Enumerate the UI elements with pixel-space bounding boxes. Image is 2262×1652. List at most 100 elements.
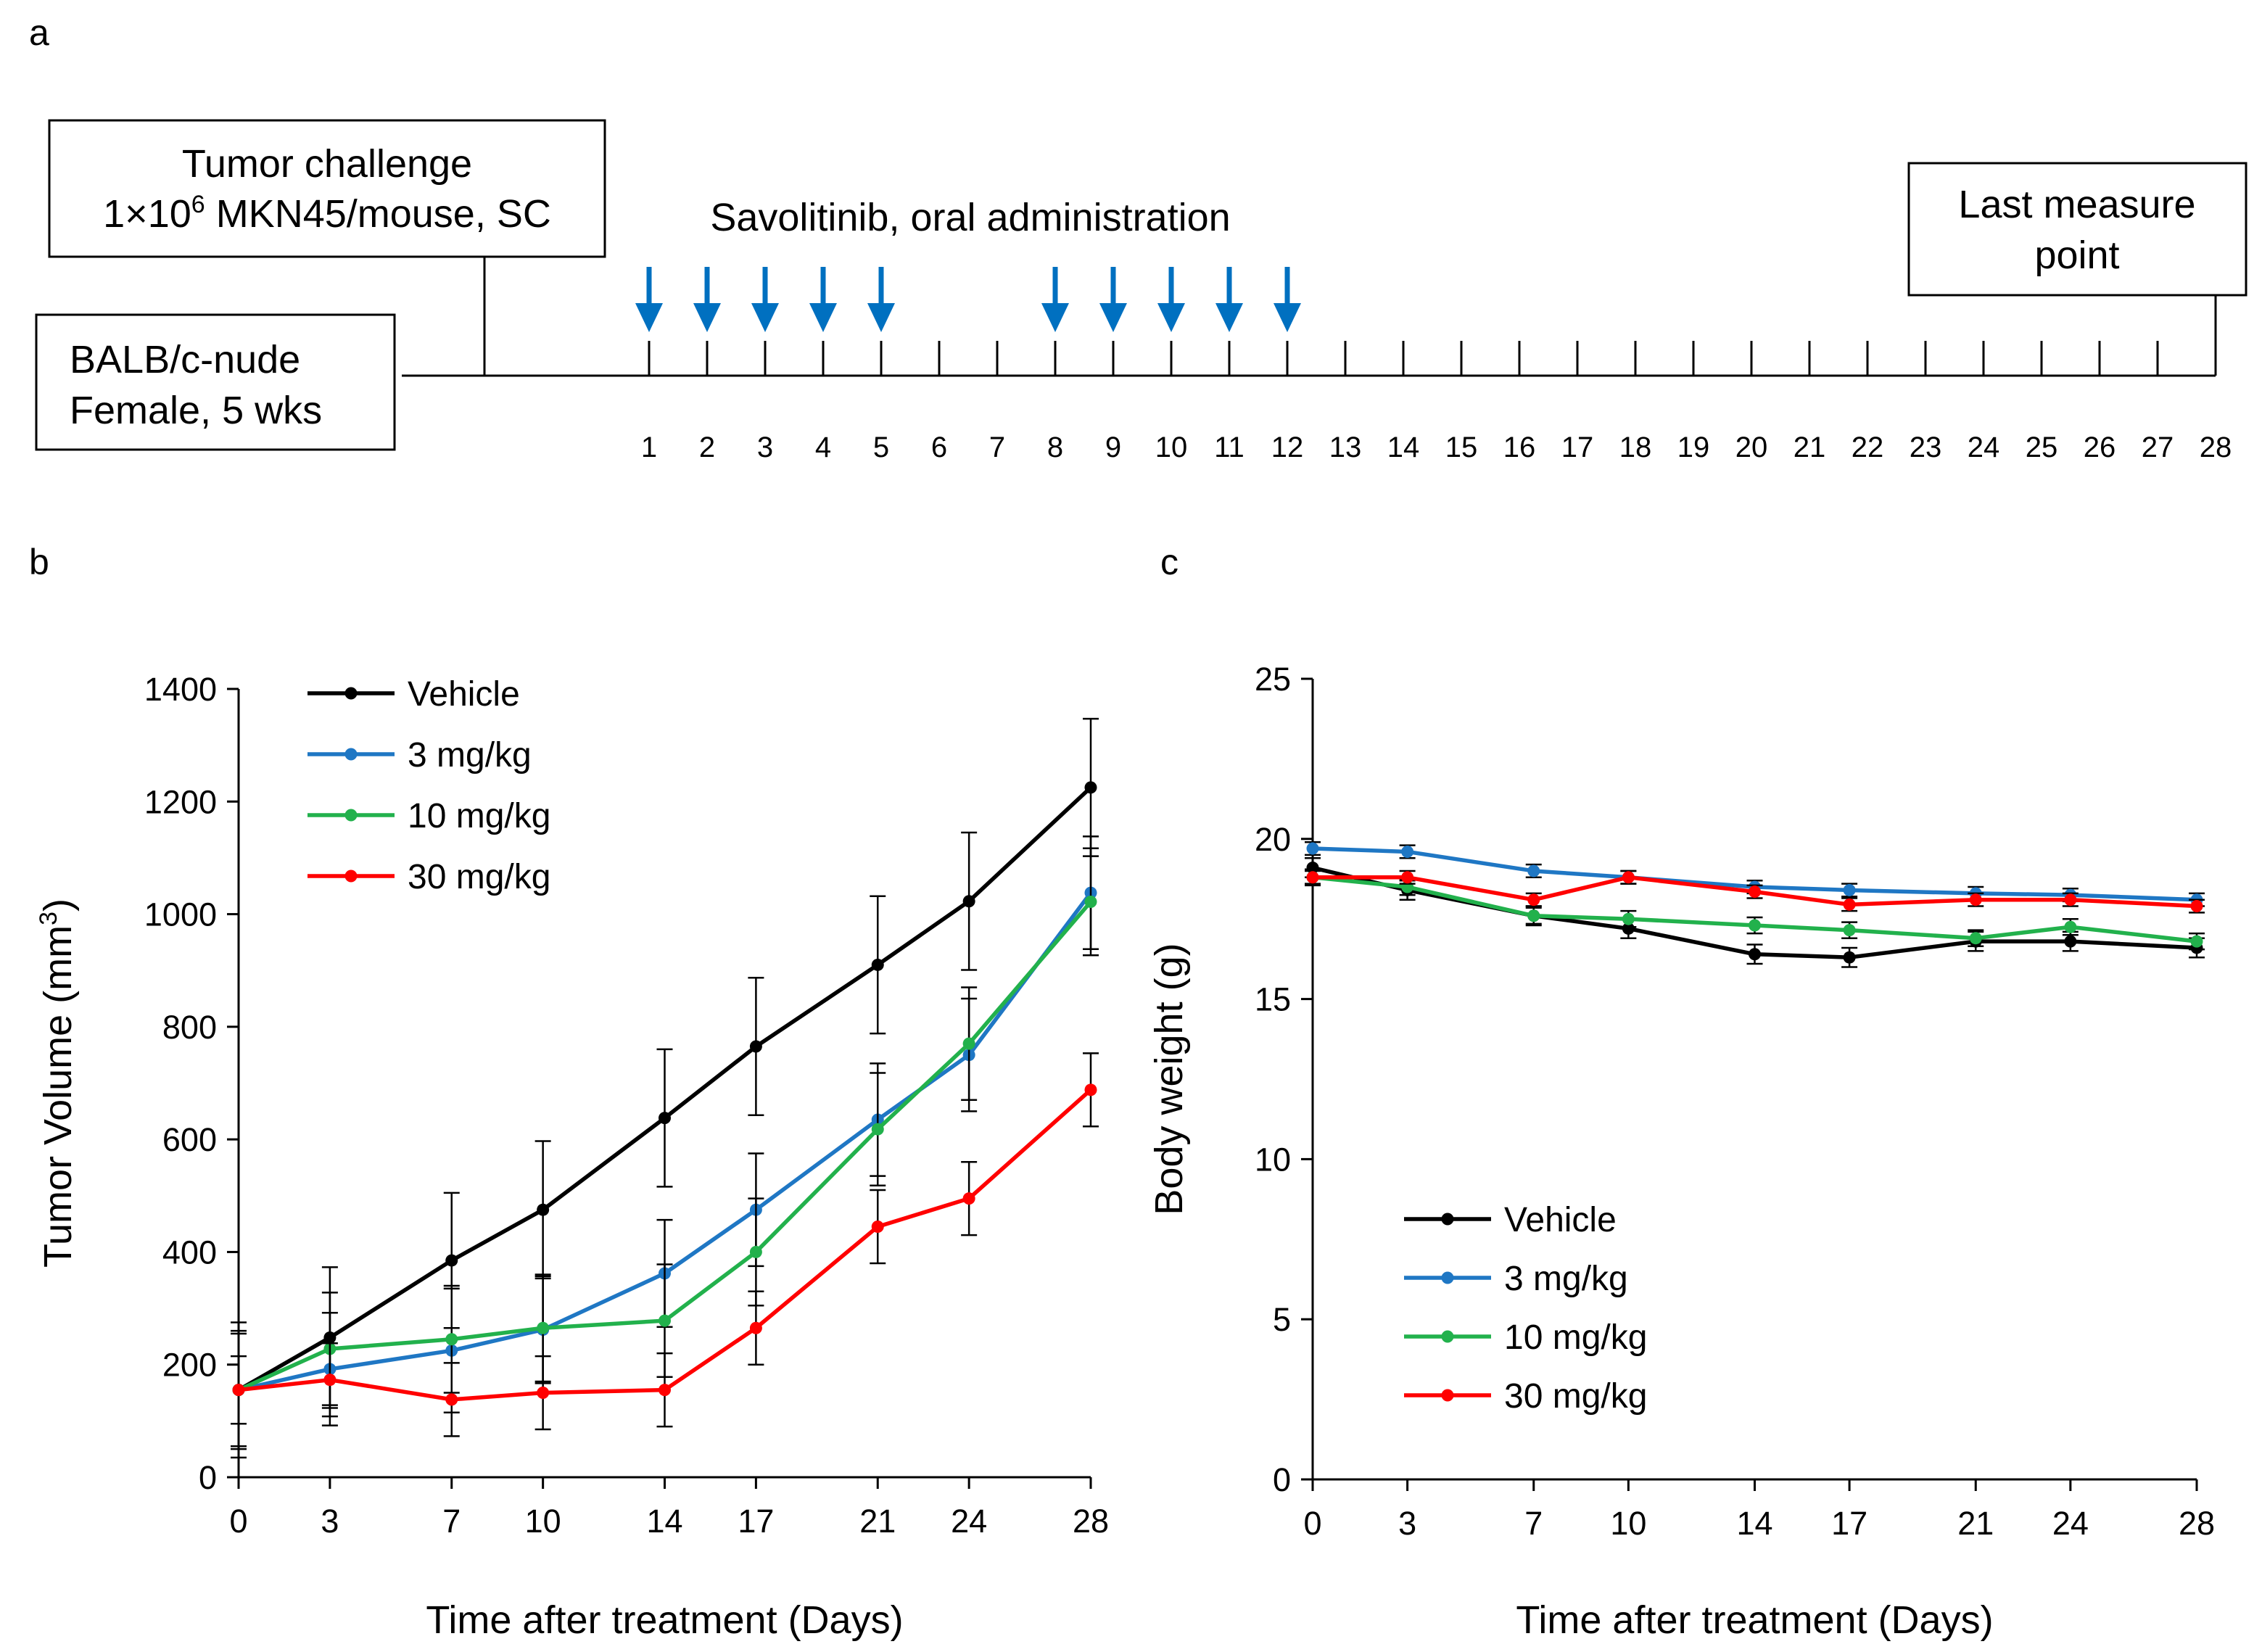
data-point (1527, 893, 1540, 906)
dose-arrow-head (809, 303, 837, 332)
dose-arrow-head (1041, 303, 1069, 332)
y-tick-label: 600 (162, 1121, 217, 1158)
data-point (1622, 871, 1635, 884)
x-tick-label: 14 (646, 1503, 682, 1540)
y-tick-label: 1200 (144, 783, 217, 820)
data-point (962, 1192, 975, 1205)
panel-label-a: a (29, 12, 49, 53)
x-tick-label: 7 (1524, 1505, 1543, 1542)
y-tick-label: 20 (1255, 821, 1291, 858)
data-point (1843, 951, 1856, 964)
data-point (1401, 871, 1414, 884)
data-point (1084, 781, 1097, 794)
x-tick-label: 10 (525, 1503, 561, 1540)
legend-label: Vehicle (1504, 1201, 1617, 1239)
timeline-day-label: 3 (757, 431, 773, 463)
timeline-day-label: 1 (641, 431, 657, 463)
legend-label: 3 mg/kg (408, 736, 532, 775)
timeline-day-label: 13 (1329, 431, 1362, 463)
legend-swatch-marker (1441, 1271, 1454, 1284)
data-point (537, 1203, 550, 1216)
legend-label: 10 mg/kg (408, 797, 550, 835)
x-axis-title: Time after treatment (Days) (426, 1598, 903, 1642)
data-point (1084, 1083, 1097, 1096)
legend: Vehicle 3 mg/kg 10 mg/kg 30 mg/kg (307, 675, 550, 896)
data-point (871, 1220, 884, 1233)
timeline-ticks: 1 2 3 4 5 6 7 8 9 10 11 12 13 14 15 16 17 18 19 20 21 22 23 24 2… (641, 341, 2232, 463)
last-measure-line1: Last measure (1958, 183, 2195, 226)
timeline-day-label: 11 (1214, 431, 1244, 463)
dose-arrow-head (751, 303, 779, 332)
dose-arrow-head (867, 303, 895, 332)
series-vehicle (231, 717, 1099, 1459)
dose-arrow-head (1215, 303, 1243, 332)
x-tick-label: 17 (738, 1503, 774, 1540)
data-point (445, 1254, 458, 1267)
x-tick-label: 17 (1831, 1505, 1867, 1542)
x-tick-label: 28 (2179, 1505, 2215, 1542)
timeline-day-label: 2 (699, 431, 715, 463)
data-point (749, 1040, 762, 1053)
data-point (1527, 909, 1540, 922)
timeline-day-label: 19 (1677, 431, 1710, 463)
body-weight-chart: 0 5 10 15 20 25 0 3 7 10 14 17 21 24 28 Time after trea… (1147, 661, 2215, 1642)
data-point (1843, 924, 1856, 937)
y-tick-label: 200 (162, 1347, 217, 1384)
timeline-day-label: 20 (1735, 431, 1768, 463)
series-30-mg-kg (1305, 870, 2205, 914)
y-axis-title: Body weight (g) (1147, 943, 1191, 1215)
data-point (1527, 864, 1540, 877)
data-point (1084, 895, 1097, 908)
timeline-day-label: 25 (2026, 431, 2058, 463)
timeline-day-label: 12 (1271, 431, 1304, 463)
data-point (537, 1321, 550, 1334)
x-tick-label: 7 (442, 1503, 461, 1540)
timeline-day-label: 28 (2200, 431, 2232, 463)
tumor-challenge-box (48, 119, 606, 258)
dose-arrow-head (1099, 303, 1127, 332)
data-point (871, 1123, 884, 1136)
data-point (1843, 898, 1856, 911)
timeline-day-label: 8 (1047, 431, 1063, 463)
timeline-day-label: 16 (1503, 431, 1536, 463)
legend-label: 3 mg/kg (1504, 1260, 1628, 1298)
data-point (659, 1384, 671, 1397)
data-point (2064, 920, 2077, 933)
drug-label: Savolitinib, oral administration (710, 196, 1230, 239)
data-point (2064, 935, 2077, 948)
dose-arrow-head (693, 303, 721, 332)
data-point (1969, 932, 1982, 945)
last-measure-line2: point (2034, 234, 2119, 277)
legend-swatch-marker (344, 870, 358, 883)
tumor-challenge-line2: 1×106 MKN45/mouse, SC (103, 191, 551, 236)
mouse-info-box (35, 313, 396, 451)
data-point (445, 1393, 458, 1406)
x-tick-label: 21 (1957, 1505, 1994, 1542)
x-tick-label: 14 (1736, 1505, 1772, 1542)
y-tick-label: 0 (199, 1459, 217, 1496)
legend-label: 30 mg/kg (1504, 1377, 1647, 1416)
data-point (232, 1384, 245, 1397)
y-tick-label: 1000 (144, 896, 217, 933)
data-point (962, 895, 975, 908)
timeline-day-label: 24 (1968, 431, 2000, 463)
data-point (659, 1314, 671, 1327)
timeline-day-label: 21 (1793, 431, 1826, 463)
data-point (1401, 845, 1414, 858)
timeline-day-label: 14 (1387, 431, 1420, 463)
timeline-day-label: 6 (931, 431, 947, 463)
y-tick-label: 25 (1255, 661, 1291, 698)
panel-label-c: c (1160, 542, 1179, 582)
legend-swatch-marker (1441, 1330, 1454, 1343)
tumor-challenge-line1: Tumor challenge (182, 142, 472, 186)
dose-arrow-head (635, 303, 663, 332)
legend-swatch-marker (1441, 1213, 1454, 1226)
dose-arrows (635, 267, 1301, 332)
x-tick-label: 28 (1073, 1503, 1109, 1540)
legend-swatch-marker (344, 748, 358, 761)
y-tick-label: 800 (162, 1009, 217, 1046)
timeline-day-label: 9 (1105, 431, 1121, 463)
data-point (445, 1333, 458, 1346)
x-tick-label: 0 (1303, 1505, 1321, 1542)
data-point (749, 1245, 762, 1258)
